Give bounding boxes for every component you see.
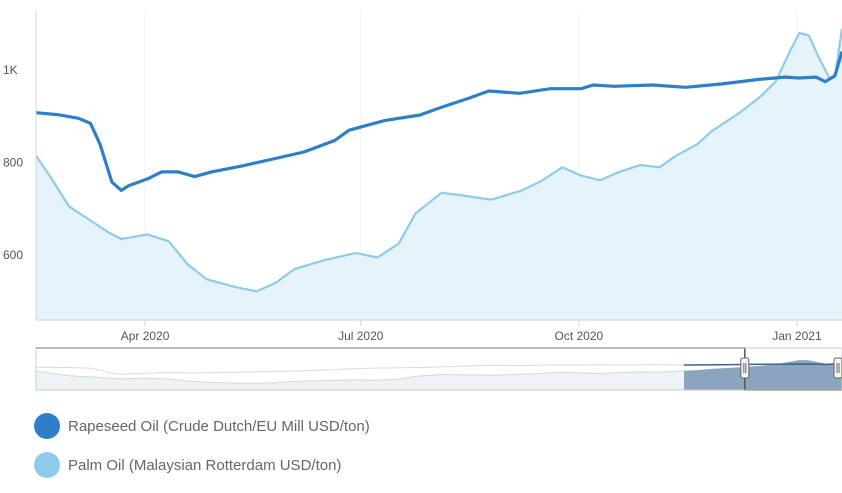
x-tick-label-oct-2020: Oct 2020 <box>555 329 604 343</box>
navigator-border <box>35 347 842 391</box>
navigator-handle-right[interactable] <box>833 357 842 379</box>
series-line-palm-oil[interactable] <box>36 28 842 293</box>
x-axis-labels: Apr 2020 Jul 2020 Oct 2020 Jan 2021 <box>121 320 822 343</box>
navigator-handle-left[interactable] <box>740 357 750 379</box>
navigator[interactable] <box>35 347 842 391</box>
palm-oil-marker-icon <box>34 452 60 478</box>
x-tick-label-jan-2021: Jan 2021 <box>772 329 822 343</box>
series-line-rapeseed-oil[interactable] <box>36 51 842 192</box>
navigator-area-selected <box>684 359 842 390</box>
y-tick-label-600: 600 <box>3 248 23 262</box>
navigator-overview-unselected <box>36 364 684 390</box>
rapeseed-oil-marker-icon <box>34 413 60 439</box>
series-area-palm-oil <box>36 28 842 320</box>
legend-label-palm-oil: Palm Oil (Malaysian Rotterdam USD/ton) <box>68 456 342 474</box>
legend-item-palm-oil[interactable]: Palm Oil (Malaysian Rotterdam USD/ton) <box>34 452 370 478</box>
x-tick-label-jul-2020: Jul 2020 <box>338 329 384 343</box>
legend-item-rapeseed-oil[interactable]: Rapeseed Oil (Crude Dutch/EU Mill USD/to… <box>34 413 370 439</box>
y-axis-labels: 600 800 1K <box>3 63 23 262</box>
x-tick-label-apr-2020: Apr 2020 <box>121 329 170 343</box>
navigator-line-rapeseed <box>36 364 684 375</box>
plot-area[interactable] <box>36 28 842 321</box>
legend-label-rapeseed-oil: Rapeseed Oil (Crude Dutch/EU Mill USD/to… <box>68 417 370 435</box>
y-tick-label-800: 800 <box>3 156 23 170</box>
legend: Rapeseed Oil (Crude Dutch/EU Mill USD/to… <box>34 413 370 493</box>
navigator-line-palm <box>36 370 684 384</box>
y-tick-label-1000: 1K <box>3 63 18 77</box>
